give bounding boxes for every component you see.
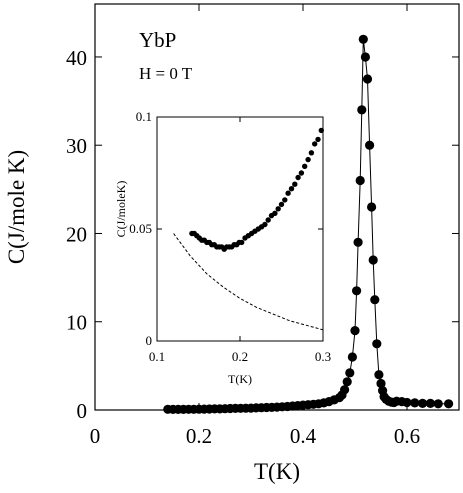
data-point <box>372 339 382 349</box>
data-point <box>262 221 268 228</box>
main-plot: 0 0.2 0.4 0.6 0 10 20 30 40 T(K) C(J/mole K) YbP… <box>4 3 460 484</box>
data-point <box>352 286 362 296</box>
inset-x-axis-label: T(K) <box>228 372 252 386</box>
data-point <box>239 239 245 246</box>
inset-tick-labels: 0.1 0.2 0.3 0 0.05 0.1 <box>129 109 331 364</box>
y-tick-label: 0 <box>146 333 153 348</box>
y-tick-label: 40 <box>66 46 87 70</box>
y-tick-label: 0.1 <box>136 109 152 124</box>
inset-y-axis-label: C(J/moleK) <box>114 181 128 238</box>
x-tick-label: 0.2 <box>232 349 248 364</box>
data-point <box>308 150 315 156</box>
data-point <box>402 397 412 408</box>
y-tick-label: 10 <box>66 311 87 335</box>
data-point <box>265 217 271 223</box>
data-point <box>362 74 373 84</box>
x-tick-label: 0.4 <box>290 424 317 448</box>
inset-dashed-curve <box>173 233 324 331</box>
annotation-field: H = 0 T <box>139 64 193 83</box>
inset-plot-frame <box>156 116 324 342</box>
data-point <box>292 181 298 187</box>
data-point <box>302 163 308 169</box>
data-point <box>295 174 301 181</box>
data-point <box>376 378 386 389</box>
data-point <box>425 398 435 408</box>
data-point <box>360 52 370 62</box>
x-tick-label: 0 <box>90 424 101 448</box>
main-x-axis-label: T(K) <box>254 459 300 484</box>
inset-plot: 0.1 0.2 0.3 0 0.05 0.1 T(K) C(J/moleK) <box>114 109 331 386</box>
main-tick-labels: 0 0.2 0.4 0.6 0 10 20 30 40 <box>66 46 420 448</box>
data-point <box>350 326 360 336</box>
y-tick-label: 0.05 <box>129 221 152 236</box>
data-point <box>357 105 367 115</box>
data-point <box>374 370 384 380</box>
data-point <box>347 352 357 362</box>
data-point <box>272 210 278 216</box>
data-point <box>367 202 377 212</box>
inset-series-points <box>189 127 324 252</box>
data-point <box>282 197 288 203</box>
data-point <box>370 295 380 305</box>
y-tick-label: 0 <box>77 399 88 423</box>
data-point <box>355 175 365 186</box>
data-point <box>358 34 368 44</box>
y-tick-label: 30 <box>66 134 87 158</box>
annotation-compound: YbP <box>139 28 176 52</box>
data-point <box>368 255 378 265</box>
main-series-points <box>163 34 454 414</box>
data-point <box>315 136 321 143</box>
data-point <box>340 385 350 395</box>
data-point <box>285 190 291 196</box>
data-point <box>433 399 443 409</box>
data-point <box>345 368 355 378</box>
data-point <box>298 170 305 176</box>
x-tick-label: 0.6 <box>394 424 420 448</box>
data-point <box>365 140 375 150</box>
data-point <box>278 201 285 208</box>
data-point <box>305 156 311 163</box>
inset-ticks <box>156 116 324 342</box>
x-tick-label: 0.3 <box>315 349 331 364</box>
data-point <box>275 206 281 212</box>
data-point <box>353 237 363 247</box>
x-tick-label: 0.2 <box>186 424 212 448</box>
data-point <box>342 377 352 387</box>
main-ticks <box>94 4 459 411</box>
data-point <box>444 399 454 409</box>
x-tick-label: 0.1 <box>149 349 165 364</box>
data-point <box>418 398 428 408</box>
data-point <box>318 127 324 134</box>
data-point <box>410 398 420 408</box>
main-y-axis-label: C(J/mole K) <box>4 150 29 264</box>
data-point <box>312 141 318 147</box>
data-point <box>288 186 295 192</box>
y-tick-label: 20 <box>66 222 87 246</box>
